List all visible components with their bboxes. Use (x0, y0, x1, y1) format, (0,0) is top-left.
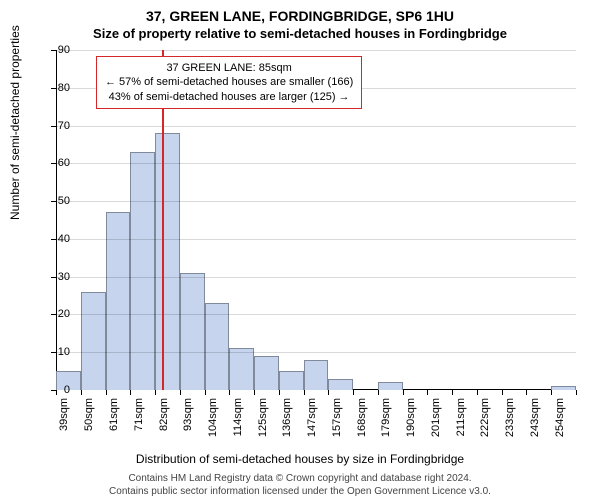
bar (328, 379, 353, 390)
x-tick-mark (205, 390, 206, 395)
x-tick-mark (155, 390, 156, 395)
bar (229, 348, 254, 390)
x-tick-mark (378, 390, 379, 395)
x-tick-mark (106, 390, 107, 395)
annotation-box: 37 GREEN LANE: 85sqm← 57% of semi-detach… (96, 56, 362, 109)
footer-attribution: Contains HM Land Registry data © Crown c… (0, 472, 600, 498)
y-tick-label: 10 (40, 346, 70, 358)
bar (551, 386, 576, 390)
x-tick-label: 136sqm (281, 398, 293, 437)
gridline (56, 352, 576, 353)
gridline (56, 201, 576, 202)
x-tick-mark (551, 390, 552, 395)
gridline (56, 126, 576, 127)
x-tick-mark (353, 390, 354, 395)
x-tick-label: 39sqm (58, 398, 70, 431)
x-tick-label: 125sqm (257, 398, 269, 437)
bar (130, 152, 155, 390)
x-tick-mark (502, 390, 503, 395)
y-tick-label: 0 (40, 384, 70, 396)
x-tick-label: 114sqm (232, 398, 244, 436)
y-tick-label: 20 (40, 308, 70, 320)
gridline (56, 277, 576, 278)
x-tick-label: 211sqm (455, 398, 467, 436)
x-tick-label: 168sqm (356, 398, 368, 437)
bar (81, 292, 106, 390)
x-tick-mark (180, 390, 181, 395)
title-line-2: Size of property relative to semi-detach… (0, 26, 600, 41)
bar (205, 303, 230, 390)
x-tick-label: 71sqm (133, 398, 145, 431)
x-axis-label: Distribution of semi-detached houses by … (0, 452, 600, 466)
bar (180, 273, 205, 390)
x-tick-label: 201sqm (430, 398, 442, 437)
x-tick-label: 50sqm (83, 398, 95, 431)
footer-line-1: Contains HM Land Registry data © Crown c… (0, 472, 600, 485)
x-tick-label: 243sqm (529, 398, 541, 437)
bar (279, 371, 304, 390)
y-tick-label: 60 (40, 157, 70, 169)
y-tick-label: 30 (40, 271, 70, 283)
x-tick-label: 233sqm (504, 398, 516, 437)
x-tick-mark (427, 390, 428, 395)
title-line-1: 37, GREEN LANE, FORDINGBRIDGE, SP6 1HU (0, 8, 600, 24)
x-tick-mark (328, 390, 329, 395)
y-tick-label: 90 (40, 44, 70, 56)
x-tick-mark (229, 390, 230, 395)
gridline (56, 314, 576, 315)
annotation-line: 43% of semi-detached houses are larger (… (105, 90, 353, 104)
gridline (56, 50, 576, 51)
bar (254, 356, 279, 390)
x-tick-mark (254, 390, 255, 395)
annotation-line: 37 GREEN LANE: 85sqm (105, 61, 353, 75)
x-tick-label: 82sqm (158, 398, 170, 431)
y-tick-label: 40 (40, 233, 70, 245)
x-tick-mark (304, 390, 305, 395)
chart-title: 37, GREEN LANE, FORDINGBRIDGE, SP6 1HU S… (0, 0, 600, 41)
x-tick-mark (576, 390, 577, 395)
bar (378, 382, 403, 390)
x-tick-label: 61sqm (108, 398, 120, 431)
x-tick-mark (452, 390, 453, 395)
x-tick-label: 104sqm (207, 398, 219, 437)
x-tick-label: 254sqm (554, 398, 566, 437)
annotation-line: ← 57% of semi-detached houses are smalle… (105, 75, 353, 89)
y-tick-label: 80 (40, 82, 70, 94)
x-tick-label: 93sqm (182, 398, 194, 431)
x-tick-mark (81, 390, 82, 395)
footer-line-2: Contains public sector information licen… (0, 485, 600, 498)
x-tick-mark (477, 390, 478, 395)
x-tick-label: 222sqm (479, 398, 491, 437)
x-tick-label: 147sqm (306, 398, 318, 437)
x-tick-mark (279, 390, 280, 395)
bar (304, 360, 329, 390)
x-tick-label: 190sqm (405, 398, 417, 437)
gridline (56, 163, 576, 164)
x-tick-mark (130, 390, 131, 395)
x-tick-mark (526, 390, 527, 395)
gridline (56, 239, 576, 240)
y-tick-label: 70 (40, 120, 70, 132)
y-axis-label: Number of semi-detached properties (8, 25, 22, 220)
x-tick-label: 179sqm (380, 398, 392, 437)
x-tick-mark (403, 390, 404, 395)
x-tick-label: 157sqm (331, 398, 343, 437)
y-tick-label: 50 (40, 195, 70, 207)
